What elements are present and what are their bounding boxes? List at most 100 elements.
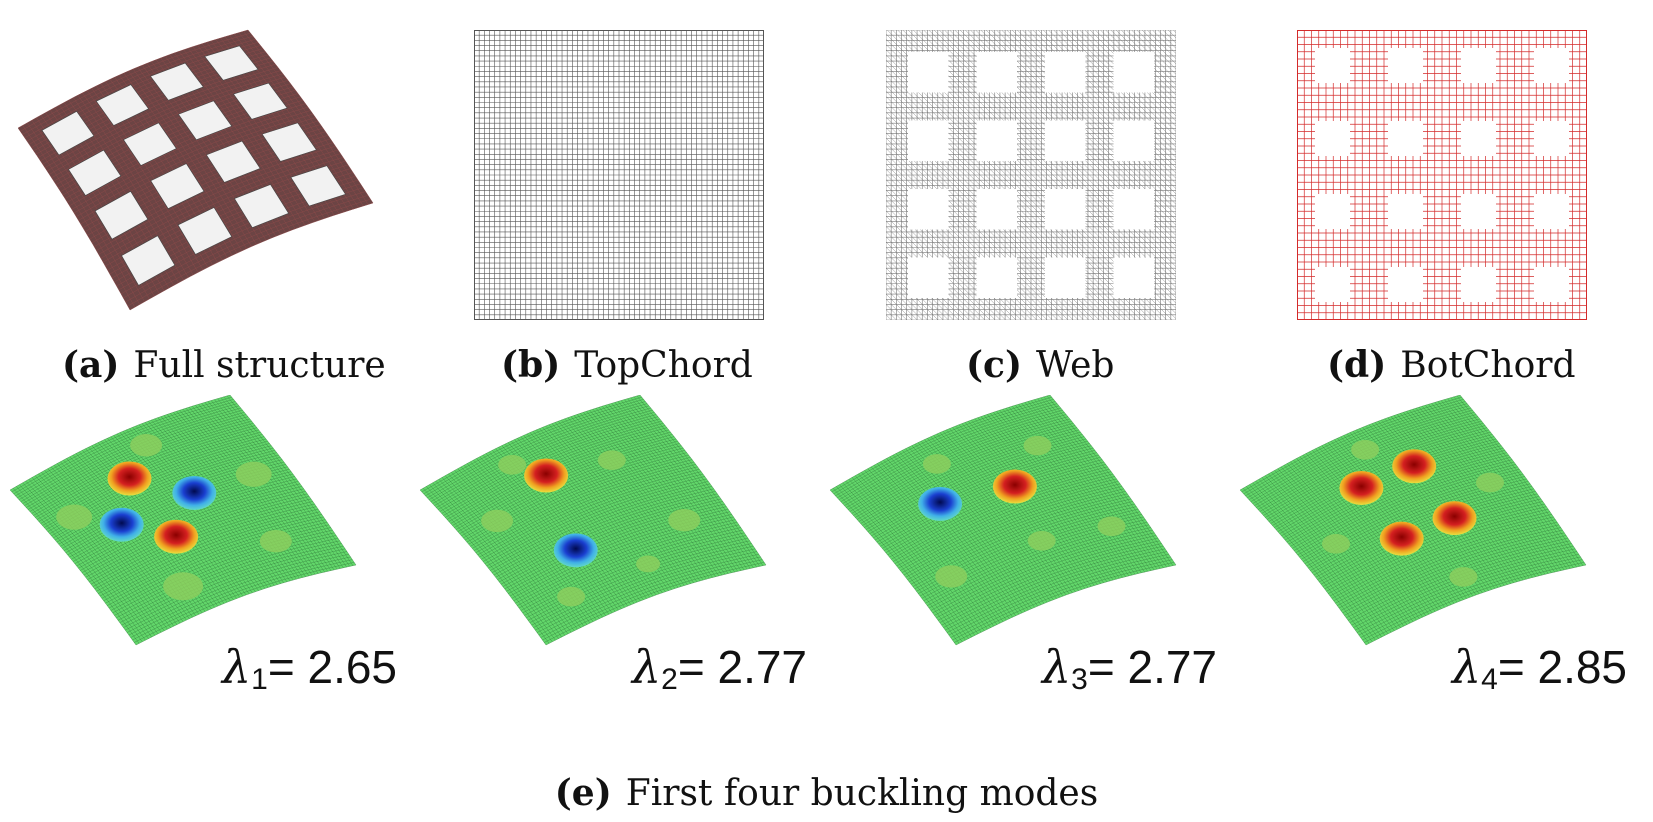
contour-patch bbox=[259, 529, 292, 553]
grid-opening bbox=[976, 52, 1017, 93]
contour-patch bbox=[1351, 439, 1380, 460]
caption-e: (e) First four buckling modes bbox=[0, 772, 1653, 814]
grid-opening bbox=[1388, 121, 1423, 156]
eigenvalue-label-1: λ1= 2.65 bbox=[222, 640, 397, 697]
grid-opening bbox=[1534, 48, 1569, 83]
grid-opening bbox=[908, 257, 949, 298]
contour-patch bbox=[935, 565, 968, 588]
grid-opening bbox=[1045, 120, 1086, 161]
caption-d-tag: (d) bbox=[1327, 344, 1387, 386]
contour-patch bbox=[1449, 567, 1478, 587]
caption-b-text: TopChord bbox=[574, 345, 753, 386]
grid-opening bbox=[150, 62, 204, 101]
grid-opening bbox=[1315, 121, 1350, 156]
grid-opening bbox=[976, 189, 1017, 230]
grid-opening bbox=[177, 207, 233, 255]
panel-web bbox=[886, 30, 1176, 320]
buckle-trough bbox=[553, 533, 598, 568]
eigenvalue-label-3: λ3= 2.77 bbox=[1042, 640, 1217, 697]
buckle-peak bbox=[1379, 521, 1424, 556]
grid-opening bbox=[94, 190, 149, 240]
grid-opening bbox=[1113, 257, 1154, 298]
buckle-peak bbox=[1432, 501, 1477, 536]
grid-opening bbox=[178, 100, 233, 141]
grid-opening bbox=[1315, 194, 1350, 229]
grid-opening bbox=[1045, 52, 1086, 93]
panel-full-structure bbox=[18, 28, 378, 313]
buckling-mode-2 bbox=[418, 395, 798, 685]
lambda-value: = 2.77 bbox=[677, 641, 808, 693]
contour-patch bbox=[668, 508, 701, 532]
grid-opening bbox=[1534, 267, 1569, 302]
lambda-index: 4 bbox=[1481, 663, 1498, 696]
contour-patch bbox=[1097, 516, 1126, 537]
grid-opening bbox=[290, 165, 346, 207]
grid-opening bbox=[204, 45, 259, 81]
grid-opening bbox=[232, 82, 288, 120]
lambda-value: = 2.85 bbox=[1497, 641, 1628, 693]
grid-opening bbox=[233, 184, 290, 228]
eigenvalue-label-4: λ4= 2.85 bbox=[1452, 640, 1627, 697]
grid-opening bbox=[908, 189, 949, 230]
grid-opening bbox=[261, 122, 317, 162]
grid-opening bbox=[1113, 120, 1154, 161]
grid-opening bbox=[1113, 52, 1154, 93]
buckle-trough bbox=[918, 486, 963, 521]
contour-patch bbox=[1476, 472, 1504, 493]
grid-opening bbox=[206, 140, 261, 183]
caption-e-tag: (e) bbox=[554, 772, 612, 814]
buckle-peak bbox=[107, 461, 152, 496]
buckle-peak bbox=[1339, 470, 1384, 505]
grid-opening bbox=[68, 149, 122, 196]
contour-patch bbox=[597, 450, 626, 471]
eigenvalue-label-2: λ2= 2.77 bbox=[632, 640, 807, 697]
lambda-symbol: λ bbox=[632, 640, 662, 694]
contour-patch bbox=[922, 454, 951, 474]
grid-opening bbox=[150, 163, 205, 210]
grid-opening bbox=[976, 257, 1017, 298]
grid-opening bbox=[95, 84, 150, 126]
mode-surface-mesh bbox=[829, 395, 1177, 646]
caption-c: (c) Web bbox=[966, 344, 1114, 386]
grid-opening bbox=[1461, 48, 1496, 83]
buckle-peak bbox=[154, 519, 199, 554]
lambda-symbol: λ bbox=[222, 640, 252, 694]
caption-b: (b) TopChord bbox=[501, 344, 753, 386]
buckling-mode-1 bbox=[8, 395, 388, 685]
mode-surface-mesh bbox=[1239, 395, 1587, 646]
contour-patch bbox=[235, 461, 272, 487]
grid-opening bbox=[1461, 194, 1496, 229]
caption-a-tag: (a) bbox=[62, 344, 120, 386]
contour-patch bbox=[1023, 435, 1052, 456]
panel-bot-chord bbox=[1297, 30, 1587, 320]
caption-d: (d) BotChord bbox=[1327, 344, 1576, 386]
grid-opening bbox=[1113, 189, 1154, 230]
panel-top-chord bbox=[474, 30, 764, 320]
mode-surface-mesh bbox=[419, 395, 767, 646]
caption-d-text: BotChord bbox=[1400, 345, 1576, 386]
grid-opening bbox=[1315, 48, 1350, 83]
buckle-trough bbox=[99, 507, 144, 542]
grid-opening bbox=[1388, 48, 1423, 83]
grid-opening bbox=[1461, 121, 1496, 156]
contour-patch bbox=[557, 586, 586, 607]
grid-opening bbox=[908, 52, 949, 93]
buckle-peak bbox=[992, 469, 1037, 504]
top-chord-mesh bbox=[474, 30, 764, 320]
lambda-index: 3 bbox=[1071, 663, 1088, 696]
caption-c-text: Web bbox=[1036, 345, 1115, 386]
buckle-peak bbox=[524, 458, 569, 493]
lambda-symbol: λ bbox=[1042, 640, 1072, 694]
web-mesh bbox=[886, 30, 1176, 320]
buckle-peak bbox=[1392, 449, 1437, 484]
contour-patch bbox=[163, 572, 204, 601]
buckling-mode-3 bbox=[828, 395, 1208, 685]
caption-c-tag: (c) bbox=[966, 344, 1022, 386]
caption-a: (a) Full structure bbox=[62, 344, 386, 386]
contour-patch bbox=[130, 434, 163, 457]
grid-opening bbox=[1534, 194, 1569, 229]
grid-opening bbox=[1461, 267, 1496, 302]
contour-patch bbox=[1322, 534, 1350, 554]
grid-opening bbox=[1388, 267, 1423, 302]
grid-opening bbox=[41, 110, 95, 156]
